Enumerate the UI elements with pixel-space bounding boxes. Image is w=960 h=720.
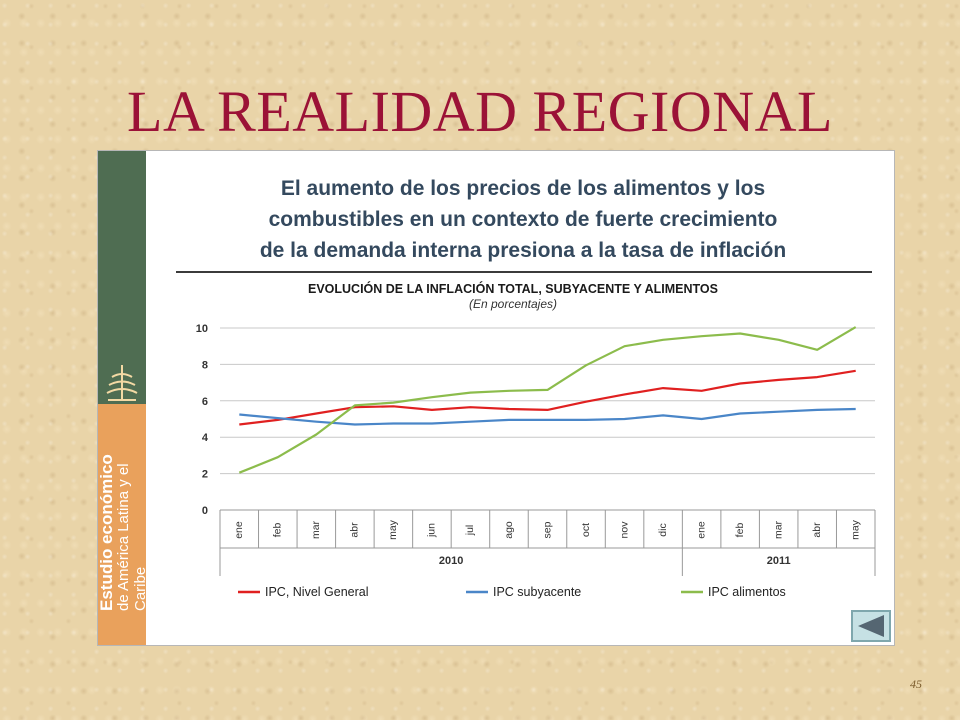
x-tick-label: sep (541, 521, 553, 538)
x-tick-label: nov (618, 521, 630, 539)
sidebar-line-1: Estudio económico (97, 454, 116, 611)
y-tick-label: 0 (202, 505, 208, 517)
page-number: 45 (910, 677, 922, 691)
series-line-1 (239, 407, 856, 426)
x-tick-label: jun (426, 523, 438, 538)
x-tick-label: feb (272, 523, 284, 538)
back-arrow-icon (858, 615, 884, 637)
year-label: 2010 (439, 555, 463, 567)
x-tick-label: abr (811, 522, 823, 538)
previous-slide-button[interactable] (851, 610, 891, 642)
y-tick-label: 8 (202, 359, 208, 371)
headline-divider (176, 271, 872, 273)
legend-label: IPC, Nivel General (265, 585, 369, 599)
sidebar-green-band (98, 151, 146, 404)
sidebar-line-2: de América Latina y el Caribe (115, 463, 149, 611)
headline-line-2: combustibles en un contexto de fuerte cr… (268, 208, 778, 231)
x-tick-label: oct (580, 523, 592, 537)
publication-logo-icon (106, 365, 138, 401)
x-tick-label: ago (503, 521, 515, 539)
publication-sidebar: Estudio económico de América Latina y el… (97, 151, 149, 645)
x-tick-label: ene (233, 521, 245, 539)
chart-subtitle: (En porcentajes) (468, 297, 558, 311)
x-tick-label: ene (695, 521, 707, 539)
y-tick-label: 10 (196, 323, 208, 335)
x-tick-label: may (387, 519, 399, 540)
inflation-line-chart: 0 2 4 6 8 10 ene feb mar abr may jun jul ago sep oct nov… (196, 323, 876, 599)
figure-panel: Estudio económico de América Latina y el… (97, 150, 895, 646)
x-tick-label: may (850, 519, 862, 540)
legend-label: IPC alimentos (708, 585, 786, 599)
x-tick-label: abr (349, 522, 361, 538)
legend-label: IPC subyacente (493, 585, 581, 599)
series-line-0 (239, 369, 856, 426)
x-tick-label: dic (657, 523, 669, 536)
x-tick-label: feb (734, 523, 746, 538)
series-line-2 (238, 326, 857, 474)
sidebar-publication-name: Estudio económico de América Latina y el… (97, 421, 149, 611)
year-label: 2011 (767, 555, 791, 567)
chart-title: EVOLUCIÓN DE LA INFLACIÓN TOTAL, SUBYACE… (308, 282, 718, 296)
y-tick-label: 6 (202, 396, 208, 408)
headline-line-3: de la demanda interna presiona a la tasa… (259, 239, 787, 262)
y-tick-label: 4 (202, 432, 209, 444)
slide-title: LA REALIDAD REGIONAL (127, 79, 833, 144)
x-tick-label: jul (464, 525, 476, 537)
x-tick-label: mar (772, 520, 784, 539)
y-tick-label: 2 (202, 469, 208, 481)
x-tick-label: mar (310, 520, 322, 539)
figure-headline: El aumento de los precios de los aliment… (168, 173, 878, 266)
headline-line-1: El aumento de los precios de los aliment… (280, 177, 766, 200)
sidebar-orange-band (98, 404, 146, 645)
